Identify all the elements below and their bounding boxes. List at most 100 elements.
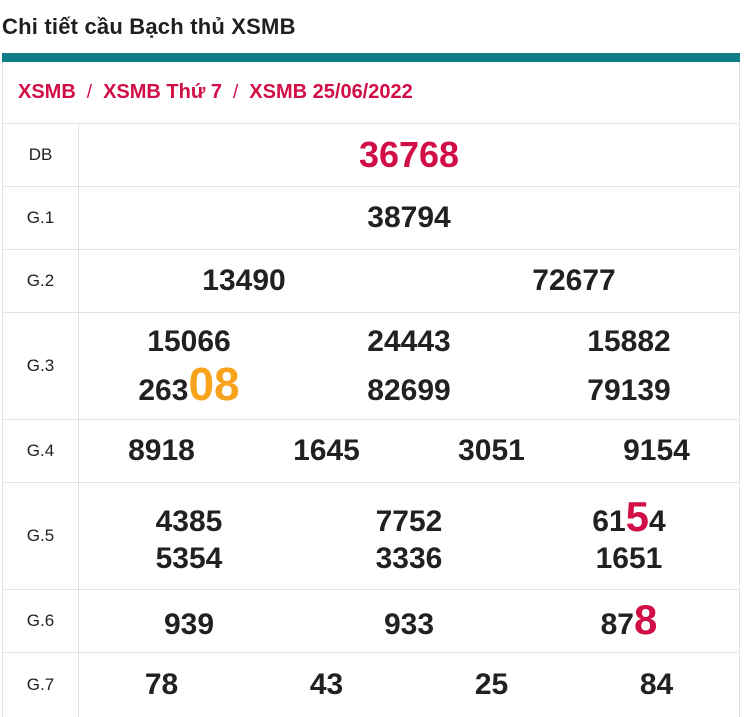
digit-text: 8918 [128, 434, 195, 468]
breadcrumb: XSMB / XSMB Thứ 7 / XSMB 25/06/2022 [2, 62, 740, 124]
prize-number: 8918 [79, 433, 244, 468]
prize-value-line: 36768 [79, 134, 739, 176]
digit-text: 4385 [155, 504, 223, 538]
prize-values: 8918 1645 3051 9154 [79, 420, 739, 482]
prize-number: 3051 [409, 433, 574, 468]
prize-value-line: 38794 [79, 200, 739, 235]
breadcrumb-separator: / [233, 81, 239, 103]
digit-text: 13490 [202, 264, 286, 298]
prize-value-line: 5354 3336 1651 [79, 541, 739, 576]
prize-row-g3: G.3 15066 24443 15882 26308 82699 79139 [2, 313, 740, 420]
prize-values: 38794 [79, 187, 739, 249]
prize-number: 82699 [299, 373, 519, 408]
prize-number: 6154 [519, 492, 739, 540]
prize-row-g1: G.1 38794 [2, 187, 740, 250]
prize-number: 933 [299, 607, 519, 642]
highlighted-digit: 5 [625, 492, 650, 540]
digit-text: 15882 [587, 324, 671, 358]
prize-number: 78 [79, 667, 244, 702]
breadcrumb-separator: / [86, 81, 93, 103]
breadcrumb-link[interactable]: XSMB 25/06/2022 [249, 81, 413, 103]
prize-number: 9154 [574, 433, 739, 468]
digit-text: 939 [163, 608, 215, 642]
prize-label: G.4 [3, 420, 79, 482]
prize-row-g5: G.5 4385 7752 6154 5354 3336 1651 [2, 483, 740, 590]
prize-number: 5354 [79, 541, 299, 576]
prize-label: G.3 [3, 313, 79, 419]
prize-label: G.2 [3, 250, 79, 312]
prize-values: 4385 7752 6154 5354 3336 1651 [79, 483, 739, 589]
digit-text: 43 [309, 668, 344, 702]
prize-row-g7: G.7 78 43 25 84 [2, 653, 740, 717]
prize-number: 36768 [79, 134, 739, 176]
digit-text: 61 [592, 504, 626, 538]
prize-value-line: 939 933 878 [79, 599, 739, 642]
breadcrumb-link[interactable]: XSMB [18, 81, 76, 103]
prize-values: 36768 [79, 124, 739, 186]
prize-number: 84 [574, 667, 739, 702]
digit-text: 25 [474, 668, 509, 702]
prize-number: 1645 [244, 433, 409, 468]
prize-label: G.7 [3, 653, 79, 717]
digit-text: 87 [600, 608, 634, 642]
prize-row-g6: G.6 939 933 878 [2, 590, 740, 653]
prize-number: 43 [244, 667, 409, 702]
prize-value-line: 78 43 25 84 [79, 667, 739, 702]
prize-values: 13490 72677 [79, 250, 739, 312]
prize-row-db: DB 36768 [2, 124, 740, 187]
prize-number: 38794 [79, 200, 739, 235]
prize-number: 7752 [299, 504, 519, 539]
prize-number: 26308 [79, 361, 299, 408]
prize-number: 24443 [299, 324, 519, 359]
prize-number: 878 [519, 599, 739, 642]
digit-text: 4 [649, 504, 666, 538]
prize-label: G.6 [3, 590, 79, 652]
digit-text: 1651 [595, 542, 663, 575]
page-title: Chi tiết cầu Bạch thủ XSMB [2, 14, 296, 39]
prize-values: 78 43 25 84 [79, 653, 739, 717]
lottery-result-table: XSMB / XSMB Thứ 7 / XSMB 25/06/2022 DB 36768 G… [2, 53, 740, 717]
prize-number: 15066 [79, 324, 299, 359]
prize-number: 4385 [79, 504, 299, 539]
prize-number: 25 [409, 667, 574, 702]
prize-value-line: 4385 7752 6154 [79, 492, 739, 540]
prize-number: 3336 [299, 541, 519, 576]
prize-number: 13490 [79, 263, 409, 298]
prize-row-g4: G.4 8918 1645 3051 9154 [2, 420, 740, 483]
table-top-accent-bar [2, 53, 740, 62]
prize-value-line: 8918 1645 3051 9154 [79, 433, 739, 468]
prize-value-line: 26308 82699 79139 [79, 361, 739, 408]
prize-number: 72677 [409, 263, 739, 298]
digit-text: 933 [383, 608, 435, 642]
prize-number: 1651 [519, 541, 739, 576]
digit-text: 1645 [293, 434, 360, 468]
highlighted-digit: 8 [634, 596, 658, 644]
prize-row-g2: G.2 13490 72677 [2, 250, 740, 313]
digit-text: 263 [138, 374, 189, 407]
digit-text: 78 [144, 668, 179, 702]
digit-text: 36768 [358, 133, 460, 175]
highlighted-digit: 08 [188, 358, 240, 410]
prize-label: G.5 [3, 483, 79, 589]
digit-text: 72677 [532, 264, 616, 298]
digit-text: 3336 [375, 542, 443, 575]
digit-text: 15066 [147, 324, 231, 358]
prize-rows: DB 36768 G.1 38794 G.2 13490 72677 G.3 15066 2444… [2, 124, 740, 717]
prize-number: 79139 [519, 373, 739, 408]
digit-text: 5354 [155, 542, 223, 575]
prize-values: 939 933 878 [79, 590, 739, 652]
prize-label: DB [3, 124, 79, 186]
digit-text: 24443 [367, 324, 451, 358]
prize-value-line: 13490 72677 [79, 263, 739, 298]
digit-text: 84 [639, 668, 674, 702]
prize-number: 15882 [519, 324, 739, 359]
prize-label: G.1 [3, 187, 79, 249]
digit-text: 9154 [623, 434, 690, 468]
prize-values: 15066 24443 15882 26308 82699 79139 [79, 313, 739, 419]
digit-text: 82699 [367, 374, 451, 407]
digit-text: 38794 [367, 201, 451, 235]
prize-number: 939 [79, 607, 299, 642]
digit-text: 7752 [375, 504, 443, 538]
breadcrumb-link[interactable]: XSMB Thứ 7 [103, 81, 223, 103]
